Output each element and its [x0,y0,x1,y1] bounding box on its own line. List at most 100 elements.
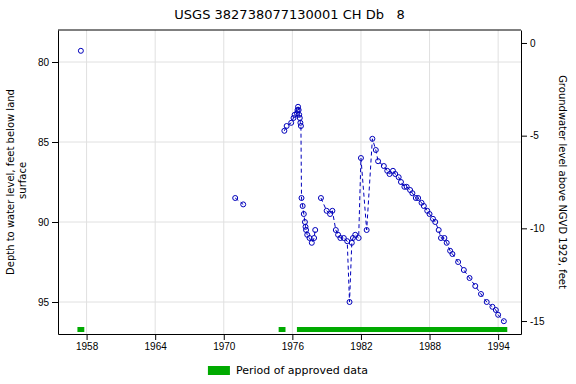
data-point [501,319,506,324]
x-grid-line [429,30,430,334]
data-point [376,159,381,164]
y-axis-label: Depth to water level, feet below land su… [5,89,28,275]
data-point [381,164,386,169]
x-axis-tick: 1964 [145,334,168,352]
data-point [284,124,289,129]
y2-axis-tick-mark [521,228,527,229]
data-point [473,284,478,289]
x-axis-line [59,334,522,335]
data-point [456,260,461,265]
y2-axis-tick: -5 [521,130,539,141]
x-grid-line [86,30,87,334]
plot-frame [58,30,521,31]
legend: Period of approved data [208,364,368,377]
x-axis-tick: 1994 [488,334,511,352]
data-point [496,312,501,317]
y2-axis-tick-label: -10 [530,223,545,234]
y-grid-line [58,222,521,223]
x-axis-tick-label: 1982 [350,341,373,352]
y-axis-tick-mark [52,142,58,143]
data-point [444,240,449,245]
data-point [289,120,294,125]
y-grid-line [58,302,521,303]
data-point [450,252,455,257]
title: USGS 382738077130001 CH Db 8 [174,7,404,22]
data-point [302,220,307,225]
y-axis-tick: 95 [38,297,58,308]
data-point [313,228,318,233]
data-point [410,191,415,196]
data-point [291,116,296,121]
x-axis-tick-label: 1976 [282,341,305,352]
x-axis: 1958196419701976198219881994 [59,334,522,352]
y-axis: 80 85 90 95 [38,31,59,335]
approved-period [297,327,507,332]
data-point [241,202,246,207]
data-point [297,116,302,121]
y2-axis-tick-label: -5 [530,130,539,141]
y-axis-tick-label: 90 [38,217,50,228]
data-point [312,236,317,241]
y-axis-tick: 85 [38,137,58,148]
approved-period [77,327,84,332]
series-line [81,51,504,321]
x-axis-tick: 1988 [419,334,442,352]
data-point [398,180,403,185]
x-axis-tick-label: 1970 [213,341,236,352]
y-axis-tick: 90 [38,217,58,228]
data-point [299,196,304,201]
y2-axis-tick: -15 [521,316,545,327]
x-grid-line [155,30,156,334]
y-grid-line [58,62,521,63]
y2-axis: 0-5-10-15 [521,31,545,335]
x-axis-tick-mark [498,334,499,340]
x-axis-tick: 1982 [350,334,373,352]
data-point [433,220,438,225]
x-axis-tick-mark [430,334,431,340]
y-axis-tick-label: 80 [38,57,50,68]
data-point [347,300,352,305]
y-axis-tick-label: 95 [38,297,50,308]
x-axis-tick-mark [87,334,88,340]
marks [77,48,507,332]
y-axis-line [58,31,59,335]
y2-axis-tick-mark [521,136,527,137]
y-axis-tick-mark [52,222,58,223]
data-point [296,108,301,113]
data-point [461,268,466,273]
data-point [78,48,83,53]
data-point [300,204,305,209]
y2-axis-tick-mark [521,321,527,322]
grid [58,30,521,334]
x-axis-tick-mark [224,334,225,340]
x-axis-tick: 1970 [213,334,236,352]
series-markers [78,48,506,323]
data-point [282,128,287,133]
data-point [356,236,361,241]
chart: 1958196419701976198219881994808590950-5-… [0,0,576,384]
data-point [304,228,309,233]
approved-periods [77,327,507,332]
y2-axis-label: Groundwater level above NGVD 1929, feet [557,75,568,289]
data-point [467,276,472,281]
data-point [298,124,303,129]
data-point [442,236,447,241]
data-point [318,196,323,201]
y2-axis-tick-label: -15 [530,316,545,327]
y-grid-line [58,142,521,143]
x-axis-tick-label: 1964 [145,341,168,352]
data-point [358,156,363,161]
data-point [493,308,498,313]
x-axis-tick: 1976 [282,334,305,352]
data-point [233,196,238,201]
x-axis-tick-mark [155,334,156,340]
data-point [309,240,314,245]
x-axis-tick-label: 1988 [419,341,442,352]
y-axis-tick-mark [52,302,58,303]
y-axis-tick-mark [52,62,58,63]
y-axis-tick-label: 85 [38,137,50,148]
data-point [421,204,426,209]
data-point [370,136,375,141]
data-point [416,196,421,201]
x-grid-line [498,30,499,334]
